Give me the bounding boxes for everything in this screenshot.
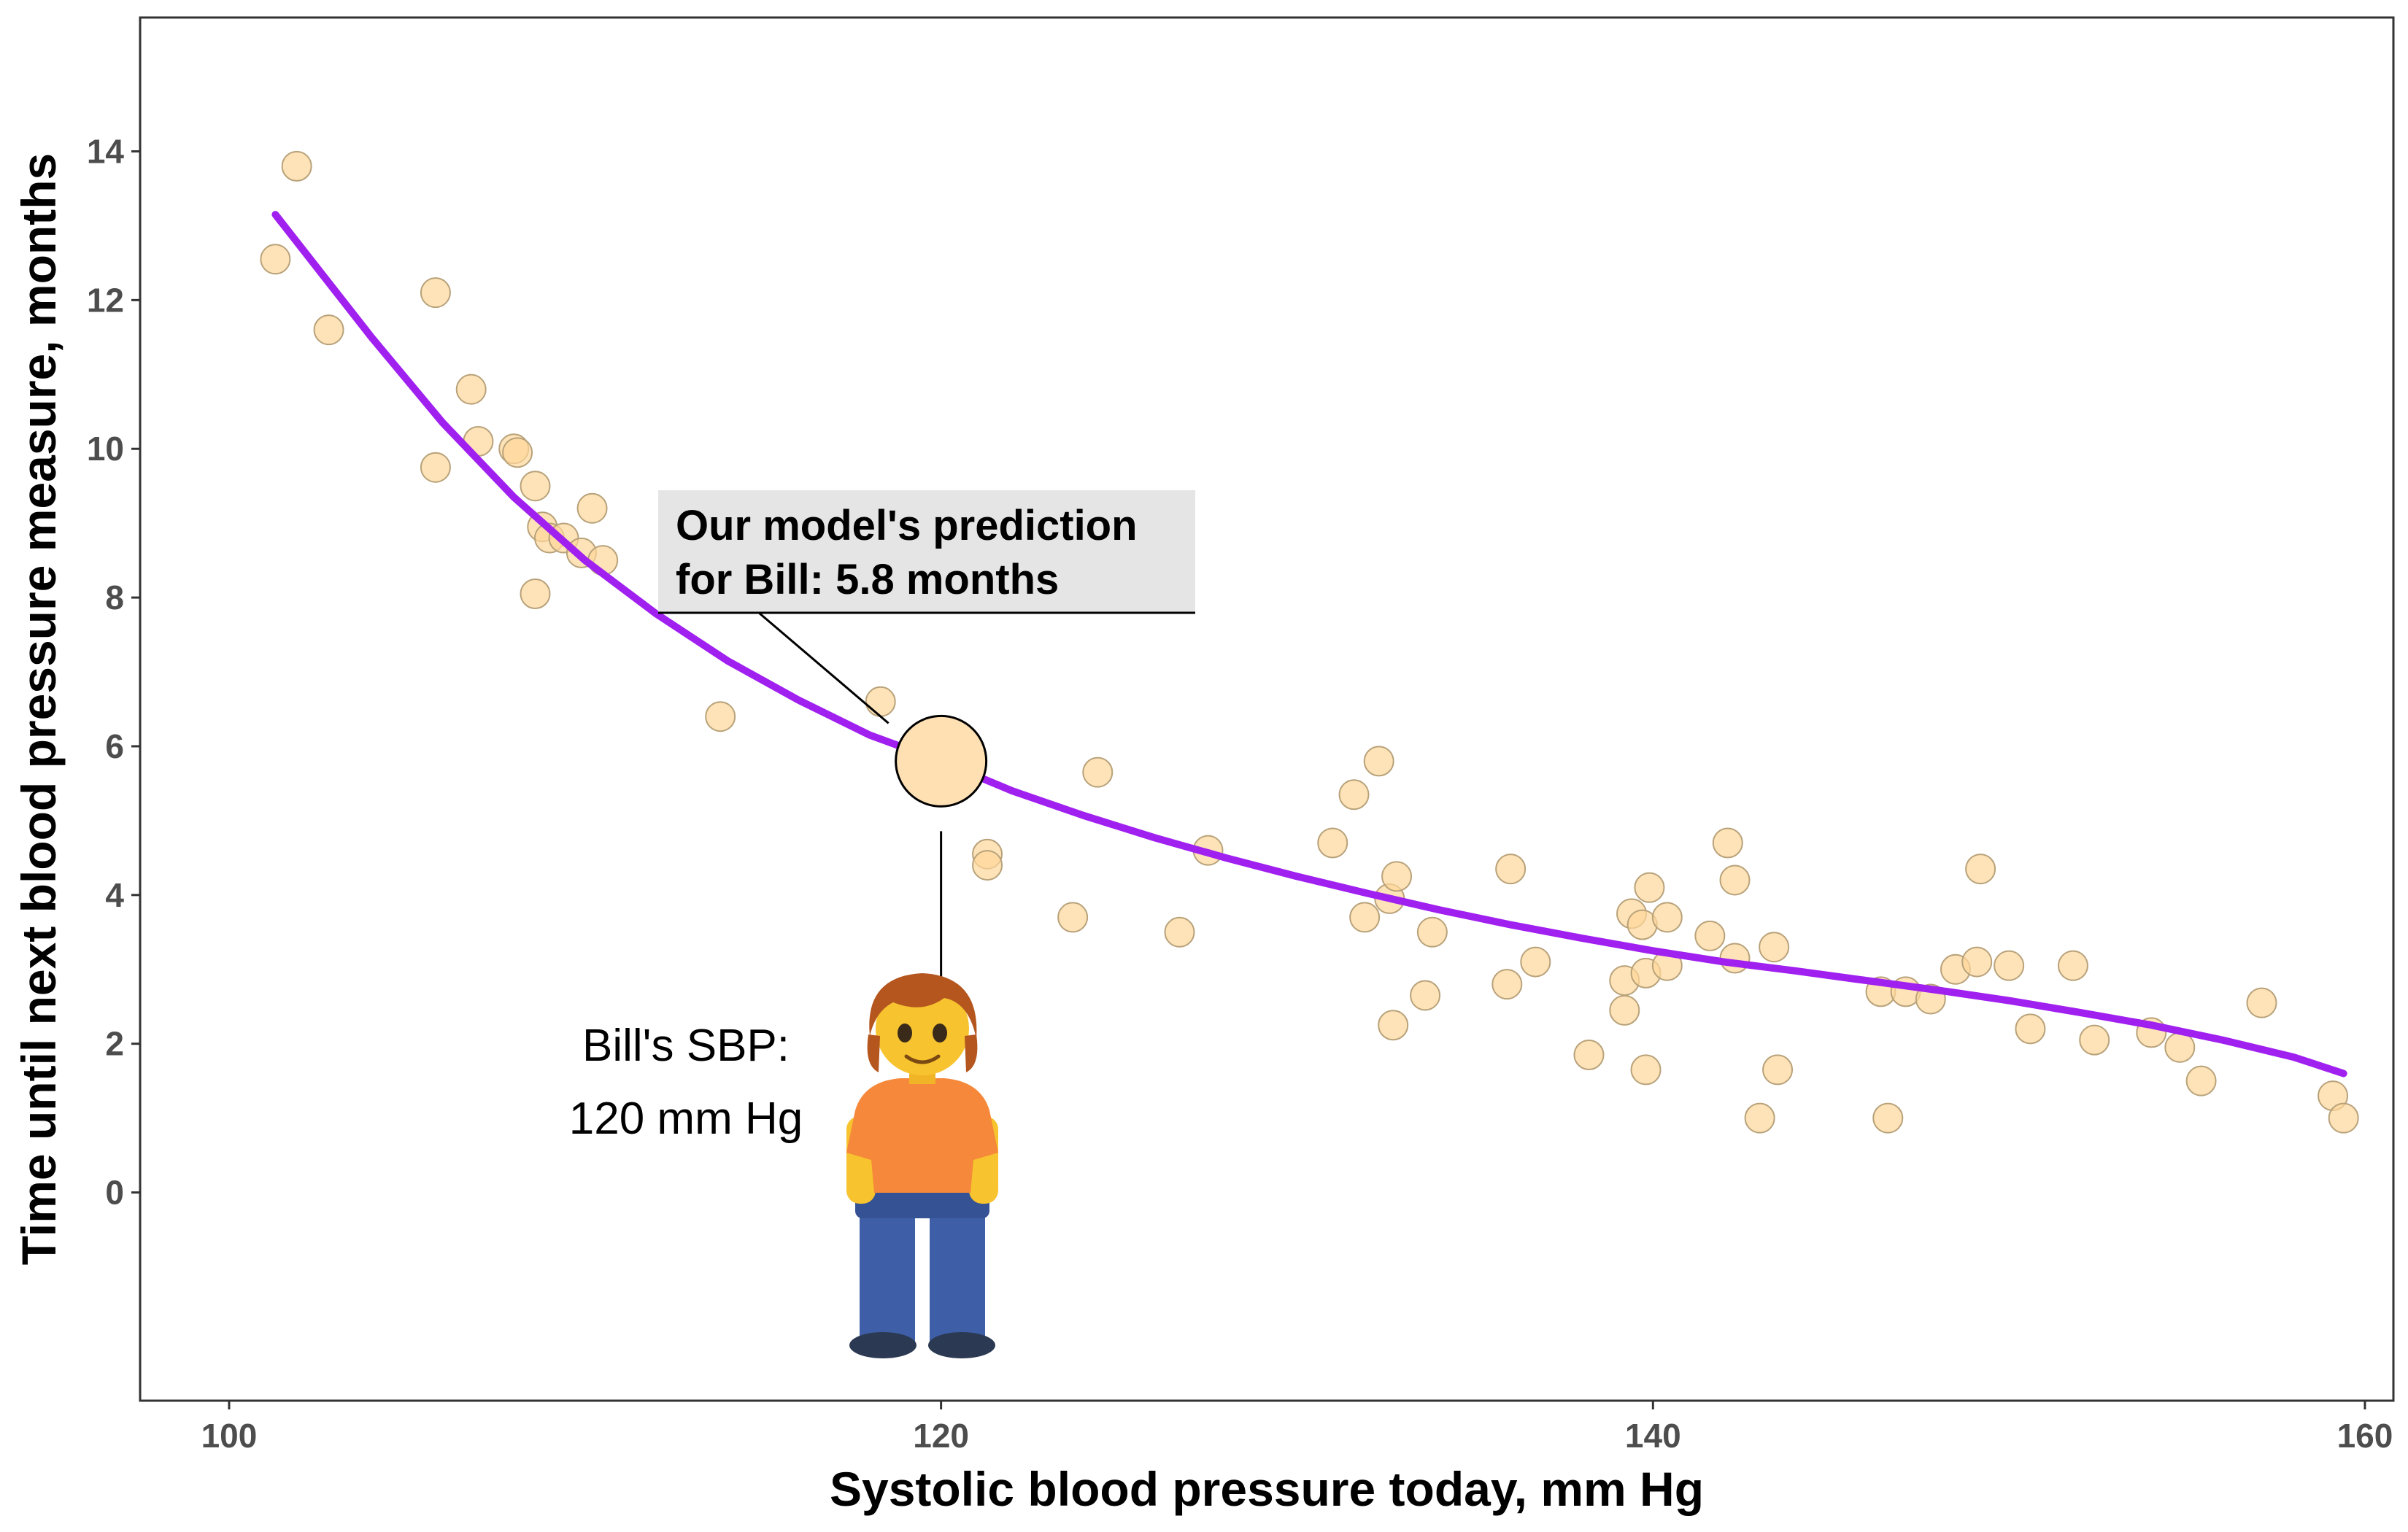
data-point bbox=[1719, 943, 1751, 974]
fit-line-group bbox=[271, 211, 2347, 1078]
y-tick-label: 8 bbox=[105, 579, 124, 616]
data-point bbox=[705, 701, 736, 732]
data-point bbox=[1520, 946, 1551, 978]
data-point bbox=[281, 150, 312, 182]
y-tick-label: 2 bbox=[105, 1025, 124, 1063]
data-point bbox=[1719, 864, 1751, 896]
data-point bbox=[1573, 1040, 1605, 1070]
callout-leader-line bbox=[758, 611, 890, 724]
data-point bbox=[502, 437, 533, 468]
data-point bbox=[1349, 902, 1381, 933]
person-icon bbox=[846, 973, 998, 1358]
y-axis: 0 2 4 6 8 10 12 14 bbox=[87, 132, 140, 1212]
data-point bbox=[420, 277, 451, 309]
callout-line-2: for Bill: 5.8 months bbox=[676, 556, 1059, 603]
data-point bbox=[2015, 1013, 2046, 1045]
y-tick-label: 12 bbox=[87, 281, 124, 319]
data-point bbox=[1961, 946, 1993, 978]
data-point bbox=[420, 452, 451, 483]
y-tick-label: 0 bbox=[105, 1174, 124, 1212]
data-point bbox=[1762, 1054, 1794, 1086]
data-point bbox=[1416, 916, 1448, 948]
y-tick-label: 4 bbox=[105, 876, 124, 914]
callout-box bbox=[658, 490, 1195, 613]
x-tick-label: 140 bbox=[1625, 1417, 1681, 1455]
data-point bbox=[1057, 902, 1089, 933]
data-point bbox=[1317, 827, 1348, 859]
data-point bbox=[1872, 1102, 1904, 1134]
highlight-point bbox=[895, 714, 988, 808]
y-axis-title: Time until next blood pressure measure, … bbox=[12, 153, 66, 1265]
data-point bbox=[2185, 1065, 2217, 1096]
data-point bbox=[1994, 950, 2025, 981]
data-point bbox=[520, 579, 551, 609]
bill-note: Bill's SBP: 120 mm Hg bbox=[569, 1021, 803, 1144]
y-tick-label: 6 bbox=[105, 727, 124, 765]
data-point bbox=[1609, 994, 1640, 1026]
data-point bbox=[2057, 950, 2088, 981]
callout-line-1: Our model's prediction bbox=[676, 502, 1138, 549]
data-point bbox=[1410, 980, 1441, 1011]
data-point bbox=[972, 850, 1003, 881]
x-tick-label: 120 bbox=[913, 1417, 969, 1455]
data-point bbox=[1363, 746, 1394, 777]
data-point bbox=[1082, 757, 1114, 788]
plot-panel-border bbox=[139, 16, 2395, 1402]
data-point bbox=[1378, 1010, 1409, 1041]
data-point bbox=[1712, 827, 1743, 859]
data-point bbox=[1495, 854, 1527, 885]
data-point bbox=[1759, 932, 1790, 963]
data-point bbox=[260, 244, 291, 275]
data-point bbox=[1164, 916, 1195, 948]
data-point bbox=[865, 686, 896, 717]
x-tick-label: 100 bbox=[201, 1417, 258, 1455]
data-point bbox=[1965, 854, 1996, 885]
data-point bbox=[520, 471, 551, 502]
data-point bbox=[1492, 969, 1523, 1000]
data-point bbox=[2246, 987, 2277, 1018]
bill-note-line-1: Bill's SBP: bbox=[582, 1021, 790, 1071]
data-point bbox=[1744, 1102, 1775, 1134]
data-point bbox=[1630, 1054, 1662, 1086]
data-point bbox=[1381, 861, 1413, 892]
data-point bbox=[455, 374, 487, 405]
data-point bbox=[2079, 1024, 2110, 1056]
data-point bbox=[576, 492, 608, 524]
y-tick-label: 10 bbox=[87, 430, 124, 468]
bill-note-line-2: 120 mm Hg bbox=[569, 1094, 803, 1144]
data-point bbox=[313, 314, 344, 346]
data-point bbox=[1634, 872, 1665, 903]
data-point bbox=[1651, 902, 1683, 933]
data-point bbox=[2164, 1032, 2196, 1063]
data-point bbox=[1338, 779, 1370, 811]
x-axis-title: Systolic blood pressure today, mm Hg bbox=[830, 1462, 1704, 1516]
data-point bbox=[2328, 1102, 2359, 1134]
y-tick-label: 14 bbox=[87, 132, 125, 170]
x-axis: 100 120 140 160 bbox=[201, 1401, 2393, 1455]
prediction-callout: Our model's prediction for Bill: 5.8 mon… bbox=[658, 490, 1195, 724]
x-tick-label: 160 bbox=[2337, 1417, 2393, 1455]
data-point bbox=[1694, 920, 1726, 951]
data-points bbox=[260, 150, 2359, 1134]
fit-line bbox=[271, 211, 2347, 1078]
